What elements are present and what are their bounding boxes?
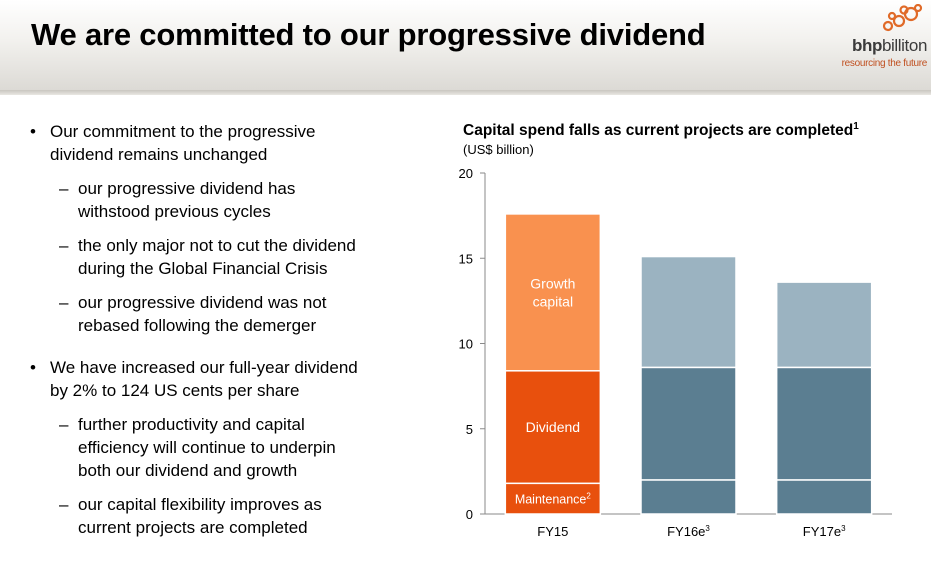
bullet-text-line: Our commitment to the progressive bbox=[50, 122, 316, 141]
page-title: We are committed to our progressive divi… bbox=[31, 17, 706, 52]
sub-bullet-item: – the only major not to cut the dividend d… bbox=[30, 234, 410, 280]
bullet-text-line: efficiency will continue to underpin bbox=[78, 438, 336, 457]
sub-bullet-item: – our progressive dividend was not rebased… bbox=[30, 291, 410, 337]
y-tick-label: 10 bbox=[459, 337, 473, 352]
bullet-text-line: the only major not to cut the dividend bbox=[78, 236, 356, 255]
x-tick-label: FY16e3 bbox=[667, 524, 710, 539]
logo-tagline: resourcing the future bbox=[841, 58, 928, 69]
dash-icon: – bbox=[59, 415, 69, 434]
sub-bullet-item: – our progressive dividend has withstood p… bbox=[30, 177, 410, 223]
dash-icon: – bbox=[59, 179, 69, 198]
bullet-text-line: current projects are completed bbox=[78, 518, 308, 537]
bullet-text-line: our progressive dividend was not bbox=[78, 293, 327, 312]
bar-segment bbox=[640, 255, 737, 369]
header-band bbox=[0, 0, 931, 90]
bullet-spacer bbox=[30, 348, 410, 356]
logo-dot bbox=[913, 4, 923, 13]
bar-segment bbox=[640, 479, 737, 515]
bullet-text-line: our capital flexibility improves as bbox=[78, 495, 322, 514]
bullet-text-line: by 2% to 124 US cents per share bbox=[50, 381, 300, 400]
bullet-list: • Our commitment to the progressive divide… bbox=[30, 120, 410, 550]
bullet-item: • We have increased our full-year dividen… bbox=[30, 356, 410, 402]
dash-icon: – bbox=[59, 495, 69, 514]
bullet-text-line: both our dividend and growth bbox=[78, 461, 298, 480]
dash-icon: – bbox=[59, 236, 69, 255]
x-tick-label: FY15 bbox=[537, 524, 568, 539]
bullet-text-line: our progressive dividend has bbox=[78, 179, 296, 198]
y-tick-label: 0 bbox=[466, 507, 473, 522]
bar-segment bbox=[775, 479, 873, 515]
sub-bullet-item: – our capital flexibility improves as curr… bbox=[30, 493, 410, 539]
bullet-text-line: We have increased our full-year dividend bbox=[50, 358, 358, 377]
segment-label: Dividend bbox=[526, 419, 580, 435]
logo-wordmark-bold: bhp bbox=[852, 36, 882, 55]
bar-segment bbox=[504, 213, 602, 372]
y-tick-label: 15 bbox=[459, 251, 473, 266]
bullet-dot-icon: • bbox=[30, 122, 36, 141]
logo-dot bbox=[882, 20, 894, 32]
dash-icon: – bbox=[59, 293, 69, 312]
bullet-text-line: rebased following the demerger bbox=[78, 316, 317, 335]
segment-label: capital bbox=[533, 293, 573, 309]
logo-wordmark: bhpbilliton bbox=[832, 36, 927, 56]
logo-dot bbox=[887, 11, 897, 21]
chart-unit-label: (US$ billion) bbox=[463, 142, 534, 157]
sub-bullet-item: – further productivity and capital efficie… bbox=[30, 413, 410, 482]
logo-dot bbox=[899, 5, 909, 15]
bullet-text-line: withstood previous cycles bbox=[78, 202, 271, 221]
bar-segment bbox=[504, 370, 602, 485]
capital-spend-chart: 0 5 10 15 20 FY15 FY16e3 FY17e3 Maintenance2 Divi… bbox=[459, 166, 892, 539]
segment-label: Growth bbox=[530, 275, 575, 291]
y-tick-label: 20 bbox=[459, 166, 473, 181]
header-divider bbox=[0, 90, 931, 95]
bar-segment bbox=[640, 366, 737, 481]
bullet-text-line: dividend remains unchanged bbox=[50, 145, 268, 164]
logo-wordmark-rest: billiton bbox=[882, 36, 927, 55]
logo-dot bbox=[892, 14, 906, 28]
chart-title: Capital spend falls as current projects … bbox=[463, 121, 859, 140]
segment-label: Maintenance2 bbox=[515, 492, 592, 507]
logo-dots-icon bbox=[882, 4, 923, 32]
bar-segment bbox=[775, 281, 873, 369]
bullet-text-line: during the Global Financial Crisis bbox=[78, 259, 328, 278]
bullet-item: • Our commitment to the progressive divide… bbox=[30, 120, 410, 166]
x-tick-label: FY17e3 bbox=[803, 524, 846, 539]
company-logo: bhpbilliton resourcing the future bbox=[832, 4, 927, 72]
bar-segment bbox=[775, 366, 873, 481]
bullet-dot-icon: • bbox=[30, 358, 36, 377]
bullet-text-line: further productivity and capital bbox=[78, 415, 305, 434]
chart-title-text: Capital spend falls as current projects … bbox=[463, 122, 854, 140]
y-tick-label: 5 bbox=[466, 422, 473, 437]
chart-title-footnote: 1 bbox=[853, 121, 859, 132]
